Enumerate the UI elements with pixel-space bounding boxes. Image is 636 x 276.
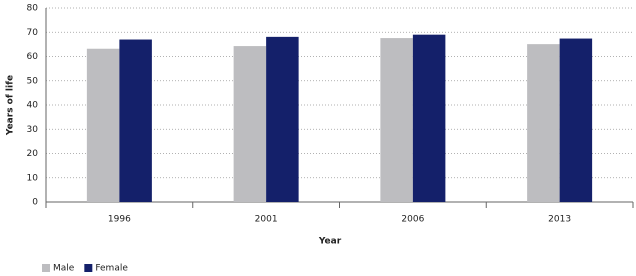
x-tick-label: 2001 (255, 215, 278, 225)
y-tick-label: 30 (27, 125, 39, 135)
bar (86, 48, 120, 202)
x-axis-label: Year (318, 237, 342, 247)
bar (527, 44, 560, 202)
y-tick-label: 40 (27, 101, 39, 111)
y-tick-label: 10 (27, 173, 39, 183)
y-tick-label: 20 (27, 149, 39, 159)
bar (119, 39, 152, 203)
legend-label: Male (53, 264, 75, 274)
legend-swatch (42, 264, 50, 272)
bar (233, 46, 267, 203)
y-axis-label: Years of life (6, 75, 16, 136)
bar (380, 38, 413, 202)
legend-swatch (84, 264, 93, 272)
y-tick-label: 70 (27, 28, 39, 38)
x-tick-label: 2006 (401, 215, 424, 225)
y-tick-label: 0 (32, 198, 38, 208)
x-tick-label: 2013 (548, 215, 571, 225)
legend-label: Female (95, 264, 128, 274)
y-tick-label: 60 (27, 52, 39, 62)
y-tick-label: 50 (27, 76, 39, 86)
bar (559, 38, 593, 203)
x-tick-label: 1996 (108, 215, 131, 225)
bar (266, 36, 299, 202)
y-tick-label: 80 (27, 4, 39, 14)
bar (412, 34, 446, 202)
